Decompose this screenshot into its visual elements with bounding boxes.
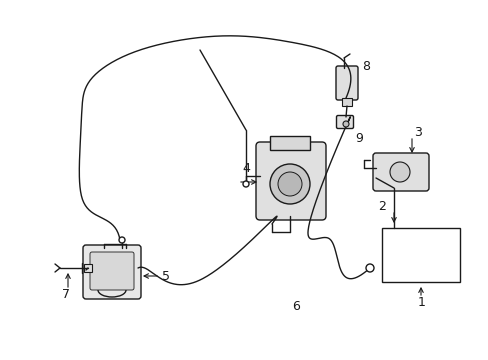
FancyBboxPatch shape <box>83 245 141 299</box>
Text: 7: 7 <box>62 288 70 301</box>
Circle shape <box>269 164 309 204</box>
Text: 2: 2 <box>377 199 385 212</box>
Text: 9: 9 <box>354 131 362 144</box>
Circle shape <box>278 172 302 196</box>
Bar <box>84 264 92 272</box>
Text: 8: 8 <box>361 59 369 72</box>
Circle shape <box>243 181 248 187</box>
Bar <box>341 98 351 106</box>
Circle shape <box>342 121 348 127</box>
FancyBboxPatch shape <box>336 116 353 129</box>
Circle shape <box>389 162 409 182</box>
Text: 6: 6 <box>291 300 299 312</box>
Text: 3: 3 <box>413 126 421 139</box>
FancyBboxPatch shape <box>256 142 325 220</box>
FancyBboxPatch shape <box>90 252 134 290</box>
Circle shape <box>119 237 125 243</box>
FancyBboxPatch shape <box>335 66 357 100</box>
Text: 4: 4 <box>242 162 249 175</box>
Bar <box>269 136 309 150</box>
FancyBboxPatch shape <box>372 153 428 191</box>
Text: 1: 1 <box>417 296 425 309</box>
Bar <box>381 228 459 282</box>
Circle shape <box>365 264 373 272</box>
Text: 5: 5 <box>162 270 170 283</box>
